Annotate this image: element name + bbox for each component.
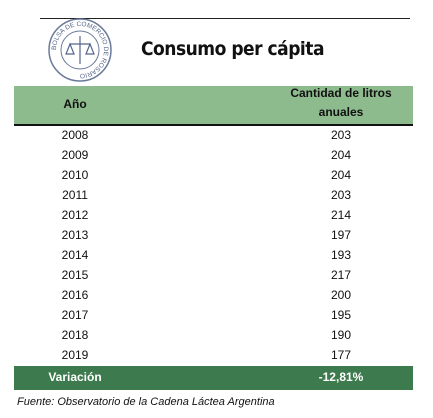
table-cell: 203 — [330, 128, 352, 142]
footer-cell: -12,81% — [318, 370, 364, 384]
table-cell: 2010 — [61, 168, 89, 182]
footer-cell: Variación — [48, 370, 102, 384]
table-cell: 2019 — [61, 348, 89, 362]
header-rule — [14, 124, 413, 126]
table-cell: 217 — [330, 268, 352, 282]
table-cell: 204 — [330, 168, 352, 182]
table-cell: 200 — [330, 288, 352, 302]
table-cell: 2015 — [61, 268, 89, 282]
header-band — [14, 86, 413, 124]
table-cell: 204 — [330, 148, 352, 162]
table-cell: 2018 — [61, 328, 89, 342]
table-cell: 2008 — [61, 128, 89, 142]
table-cell: 195 — [330, 308, 352, 322]
header-cell: Año — [63, 97, 87, 111]
table-cell: 2017 — [61, 308, 89, 322]
table-cell: 214 — [330, 208, 352, 222]
source: Fuente: Observatorio de la Cadena Láctea… — [17, 396, 275, 408]
table-cell: 197 — [330, 228, 352, 242]
table-cell: 2012 — [61, 208, 89, 222]
table-cell: 2016 — [61, 288, 89, 302]
table-cell: 177 — [330, 348, 352, 362]
logo: BOLSA DE COMERCIO DE ROSARIO — [48, 18, 112, 82]
table-cell: 2009 — [61, 148, 89, 162]
table-cell: 2013 — [61, 228, 89, 242]
header-cell: Cantidad de litros anuales — [290, 86, 392, 119]
title: Consumo per cápita — [141, 38, 325, 60]
footer-band — [14, 366, 413, 390]
table-cell: 2014 — [61, 248, 89, 262]
table-cell: 193 — [330, 248, 352, 262]
table-cell: 203 — [330, 188, 352, 202]
table-cell: 2011 — [62, 188, 88, 202]
top-rule — [40, 18, 410, 19]
table-cell: 190 — [330, 328, 352, 342]
